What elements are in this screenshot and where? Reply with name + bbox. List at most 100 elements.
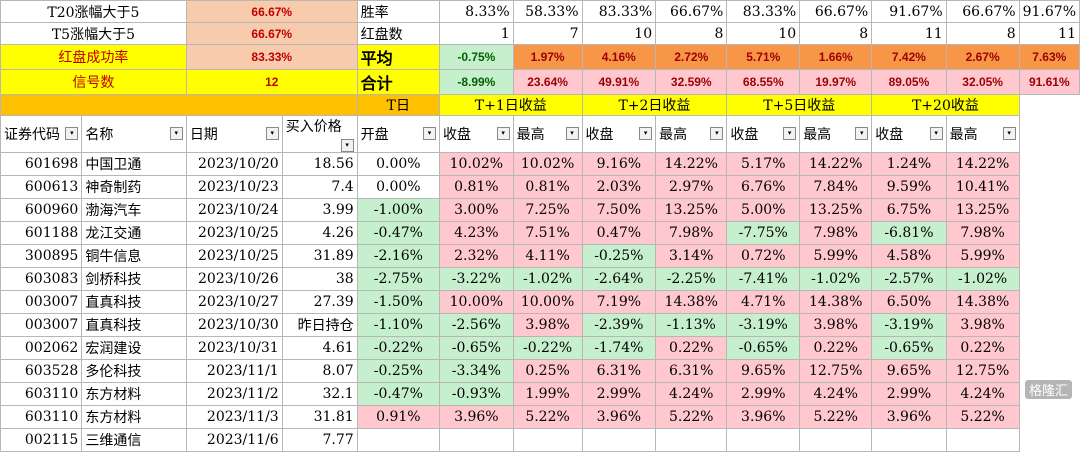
- table-cell[interactable]: 东方材料: [81, 382, 187, 406]
- table-cell[interactable]: 神奇制药: [81, 175, 187, 199]
- table-cell[interactable]: 7.4: [281, 175, 358, 199]
- table-cell[interactable]: -0.93%: [439, 382, 514, 406]
- table-cell[interactable]: 0.81%: [512, 175, 583, 199]
- table-cell[interactable]: 603110: [0, 405, 83, 429]
- table-cell[interactable]: 003007: [0, 313, 83, 337]
- table-cell[interactable]: 7.98%: [945, 221, 1020, 245]
- table-cell[interactable]: -0.47%: [356, 221, 441, 245]
- table-cell[interactable]: -2.56%: [439, 313, 514, 337]
- table-cell[interactable]: 4.23%: [439, 221, 514, 245]
- table-cell[interactable]: 2023/10/26: [185, 267, 283, 291]
- filter-dropdown-icon[interactable]: ▾: [565, 127, 579, 140]
- table-cell[interactable]: 3.96%: [726, 405, 801, 429]
- table-cell[interactable]: 4.11%: [512, 244, 583, 268]
- table-cell[interactable]: 7.51%: [512, 221, 583, 245]
- column-header[interactable]: 日期 ▾: [185, 115, 283, 153]
- filter-dropdown-icon[interactable]: ▾: [265, 127, 279, 140]
- table-cell[interactable]: 6.50%: [871, 290, 947, 314]
- table-cell[interactable]: 32.1: [281, 382, 358, 406]
- table-cell[interactable]: 2.32%: [439, 244, 514, 268]
- table-cell[interactable]: 3.96%: [871, 405, 947, 429]
- table-cell[interactable]: 5.22%: [799, 405, 873, 429]
- table-cell[interactable]: 多伦科技: [81, 359, 187, 383]
- table-cell[interactable]: -2.75%: [356, 267, 441, 291]
- table-cell[interactable]: 6.75%: [871, 198, 947, 222]
- table-cell[interactable]: 2023/10/31: [185, 336, 283, 360]
- table-cell[interactable]: 7.98%: [799, 221, 873, 245]
- table-cell[interactable]: 7.50%: [581, 198, 657, 222]
- table-cell[interactable]: 14.38%: [799, 290, 873, 314]
- table-cell[interactable]: 13.25%: [655, 198, 728, 222]
- table-cell[interactable]: 7.84%: [799, 175, 873, 199]
- column-header[interactable]: 收盘 ▾: [439, 115, 514, 153]
- table-cell[interactable]: 5.17%: [726, 152, 801, 176]
- table-cell[interactable]: 6.76%: [726, 175, 801, 199]
- column-header[interactable]: 最高 ▾: [945, 115, 1020, 153]
- table-cell[interactable]: 600613: [0, 175, 83, 199]
- table-cell[interactable]: 0.22%: [799, 336, 873, 360]
- table-cell[interactable]: 002115: [0, 428, 83, 452]
- table-cell[interactable]: 38: [281, 267, 358, 291]
- table-cell[interactable]: 直真科技: [81, 313, 187, 337]
- table-cell[interactable]: 0.00%: [356, 175, 441, 199]
- table-cell[interactable]: -2.57%: [871, 267, 947, 291]
- table-cell[interactable]: -0.65%: [871, 336, 947, 360]
- table-cell[interactable]: 603110: [0, 382, 83, 406]
- column-header[interactable]: 证券代码 ▾: [0, 115, 83, 153]
- table-cell[interactable]: 0.22%: [945, 336, 1020, 360]
- table-cell[interactable]: 12.75%: [799, 359, 873, 383]
- table-cell[interactable]: 27.39: [281, 290, 358, 314]
- table-cell[interactable]: 5.99%: [799, 244, 873, 268]
- table-cell[interactable]: 9.59%: [871, 175, 947, 199]
- filter-dropdown-icon[interactable]: ▾: [169, 127, 183, 140]
- table-cell[interactable]: 002062: [0, 336, 83, 360]
- table-cell[interactable]: 0.22%: [655, 336, 728, 360]
- table-cell[interactable]: 4.26: [281, 221, 358, 245]
- table-cell[interactable]: -1.02%: [512, 267, 583, 291]
- table-cell[interactable]: -1.02%: [799, 267, 873, 291]
- table-cell[interactable]: 9.65%: [871, 359, 947, 383]
- table-cell[interactable]: 601698: [0, 152, 83, 176]
- table-cell[interactable]: -3.34%: [439, 359, 514, 383]
- filter-dropdown-icon[interactable]: ▾: [783, 127, 797, 140]
- table-cell[interactable]: -0.25%: [356, 359, 441, 383]
- table-cell[interactable]: 龙江交通: [81, 221, 187, 245]
- table-cell[interactable]: -6.81%: [871, 221, 947, 245]
- table-cell[interactable]: 0.91%: [356, 405, 441, 429]
- column-header[interactable]: 开盘 ▾: [356, 115, 441, 153]
- table-cell[interactable]: 0.00%: [356, 152, 441, 176]
- table-cell[interactable]: 0.25%: [512, 359, 583, 383]
- table-cell[interactable]: 2.99%: [581, 382, 657, 406]
- table-cell[interactable]: -0.22%: [512, 336, 583, 360]
- filter-dropdown-icon[interactable]: ▾: [65, 127, 79, 140]
- table-cell[interactable]: [581, 428, 657, 452]
- table-cell[interactable]: [512, 428, 583, 452]
- table-cell[interactable]: 10.00%: [512, 290, 583, 314]
- table-cell[interactable]: 14.38%: [945, 290, 1020, 314]
- table-cell[interactable]: -1.02%: [945, 267, 1020, 291]
- table-cell[interactable]: 2023/10/24: [185, 198, 283, 222]
- table-cell[interactable]: 2023/10/25: [185, 221, 283, 245]
- table-cell[interactable]: 宏润建设: [81, 336, 187, 360]
- table-cell[interactable]: 3.98%: [799, 313, 873, 337]
- table-cell[interactable]: 6.31%: [581, 359, 657, 383]
- table-cell[interactable]: 3.14%: [655, 244, 728, 268]
- table-cell[interactable]: 5.22%: [512, 405, 583, 429]
- table-cell[interactable]: 10.02%: [512, 152, 583, 176]
- table-cell[interactable]: 3.00%: [439, 198, 514, 222]
- table-cell[interactable]: 5.22%: [655, 405, 728, 429]
- column-header[interactable]: 收盘 ▾: [726, 115, 801, 153]
- table-cell[interactable]: -1.50%: [356, 290, 441, 314]
- filter-dropdown-icon[interactable]: ▾: [855, 127, 869, 140]
- table-cell[interactable]: 7.98%: [655, 221, 728, 245]
- table-cell[interactable]: 3.96%: [439, 405, 514, 429]
- column-header[interactable]: 最高 ▾: [512, 115, 583, 153]
- table-cell[interactable]: 10.00%: [439, 290, 514, 314]
- table-cell[interactable]: -3.19%: [726, 313, 801, 337]
- table-cell[interactable]: 3.96%: [581, 405, 657, 429]
- table-cell[interactable]: 渤海汽车: [81, 198, 187, 222]
- table-cell[interactable]: 10.41%: [945, 175, 1020, 199]
- table-cell[interactable]: 中国卫通: [81, 152, 187, 176]
- table-cell[interactable]: -7.41%: [726, 267, 801, 291]
- table-cell[interactable]: 4.61: [281, 336, 358, 360]
